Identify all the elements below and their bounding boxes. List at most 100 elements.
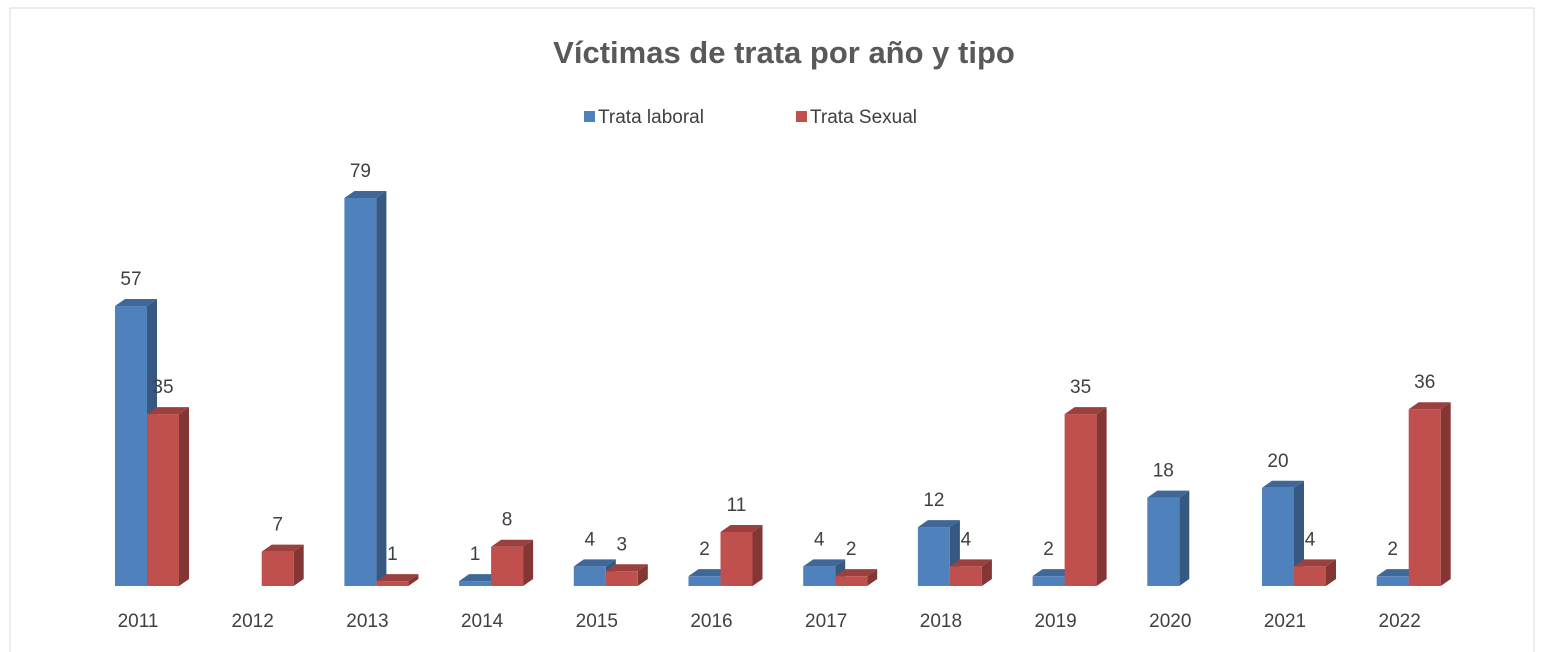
- bar-side: [1179, 490, 1190, 586]
- bar-top: [835, 569, 878, 577]
- data-label: 4: [814, 529, 825, 550]
- bar: [147, 414, 179, 586]
- data-label: 18: [1153, 461, 1174, 482]
- legend-label: Trata laboral: [598, 107, 704, 128]
- data-label: 4: [961, 529, 972, 550]
- bar: [1376, 576, 1409, 586]
- bar: [1262, 487, 1294, 586]
- x-tick-label: 2015: [576, 611, 618, 632]
- chart-border: [9, 7, 1535, 652]
- bar: [573, 566, 606, 586]
- bar-side: [981, 559, 992, 586]
- x-tick-label: 2016: [690, 611, 732, 632]
- bar: [1294, 566, 1326, 586]
- bar: [835, 576, 868, 586]
- data-label: 35: [1070, 377, 1091, 398]
- x-tick-label: 2013: [346, 611, 388, 632]
- bar-top: [1408, 402, 1451, 410]
- chart-title: Víctimas de trata por año y tipo: [553, 35, 1015, 70]
- x-tick-label: 2021: [1264, 611, 1306, 632]
- data-label: 57: [120, 269, 141, 290]
- legend-swatch: [584, 111, 595, 122]
- bar-side: [1326, 559, 1336, 586]
- bar: [1147, 497, 1180, 586]
- bar: [115, 306, 147, 586]
- bar: [459, 581, 492, 586]
- bar-top: [573, 559, 616, 567]
- data-label: 11: [727, 495, 747, 516]
- x-tick-label: 2020: [1149, 611, 1191, 632]
- bar-top: [720, 524, 763, 532]
- data-label: 2: [846, 539, 857, 560]
- legend-swatch: [796, 111, 807, 122]
- bar: [491, 546, 524, 586]
- bar-top: [147, 407, 189, 415]
- bar: [1064, 414, 1097, 586]
- bar-side: [179, 407, 189, 586]
- data-label: 4: [585, 529, 596, 550]
- bar-top: [949, 559, 992, 567]
- data-label: 3: [617, 534, 628, 555]
- data-label: 36: [1414, 372, 1435, 393]
- bar-top: [261, 544, 304, 552]
- bar-top: [917, 520, 960, 528]
- data-label: 2: [1043, 539, 1054, 560]
- x-tick-label: 2018: [920, 611, 962, 632]
- bar-top: [1147, 490, 1190, 498]
- bar-side: [1294, 480, 1304, 586]
- bar: [1408, 409, 1441, 586]
- bar: [1032, 576, 1065, 586]
- bar: [720, 531, 753, 586]
- bar-top: [344, 191, 387, 198]
- bar-top: [605, 564, 648, 572]
- data-label: 35: [152, 377, 173, 398]
- bar-side: [376, 191, 387, 586]
- bar-side: [523, 539, 534, 586]
- data-label: 4: [1305, 529, 1316, 550]
- bar-top: [1262, 480, 1304, 488]
- bar-side: [1096, 407, 1107, 586]
- data-label: 79: [350, 161, 371, 182]
- x-tick-label: 2019: [1034, 611, 1076, 632]
- bar-top: [688, 569, 731, 577]
- x-tick-label: 2012: [232, 611, 274, 632]
- bar: [688, 576, 721, 586]
- data-label: 2: [699, 539, 710, 560]
- data-label: 8: [502, 510, 513, 531]
- data-label: 7: [272, 515, 283, 536]
- data-label: 1: [387, 544, 398, 565]
- x-tick-label: 2022: [1379, 611, 1421, 632]
- bar-top: [1032, 569, 1075, 577]
- data-label: 1: [470, 544, 481, 565]
- bar-side: [1440, 402, 1451, 586]
- data-label: 12: [923, 490, 944, 511]
- bar-top: [459, 574, 502, 582]
- bar: [917, 527, 950, 586]
- bar-top: [376, 574, 419, 582]
- data-label: 2: [1387, 539, 1398, 560]
- x-tick-label: 2011: [118, 611, 159, 632]
- x-tick-label: 2017: [805, 611, 847, 632]
- bar-top: [1064, 407, 1107, 415]
- bar-side: [408, 574, 419, 586]
- bar: [261, 551, 294, 586]
- bar-side: [293, 544, 304, 586]
- x-tick-label: 2014: [461, 611, 504, 632]
- bar-top: [803, 559, 846, 567]
- bar: [605, 571, 638, 586]
- bar-top: [115, 299, 157, 307]
- bar-side: [867, 569, 878, 586]
- bar-top: [1294, 559, 1336, 567]
- bar-top: [1376, 569, 1419, 577]
- data-label: 20: [1267, 451, 1288, 472]
- bar: [344, 198, 377, 586]
- legend-label: Trata Sexual: [810, 107, 917, 128]
- bar-top: [491, 539, 534, 547]
- bar: [949, 566, 982, 586]
- bar: [803, 566, 836, 586]
- bar: [376, 581, 409, 586]
- bar-side: [637, 564, 648, 586]
- bar-side: [752, 524, 763, 586]
